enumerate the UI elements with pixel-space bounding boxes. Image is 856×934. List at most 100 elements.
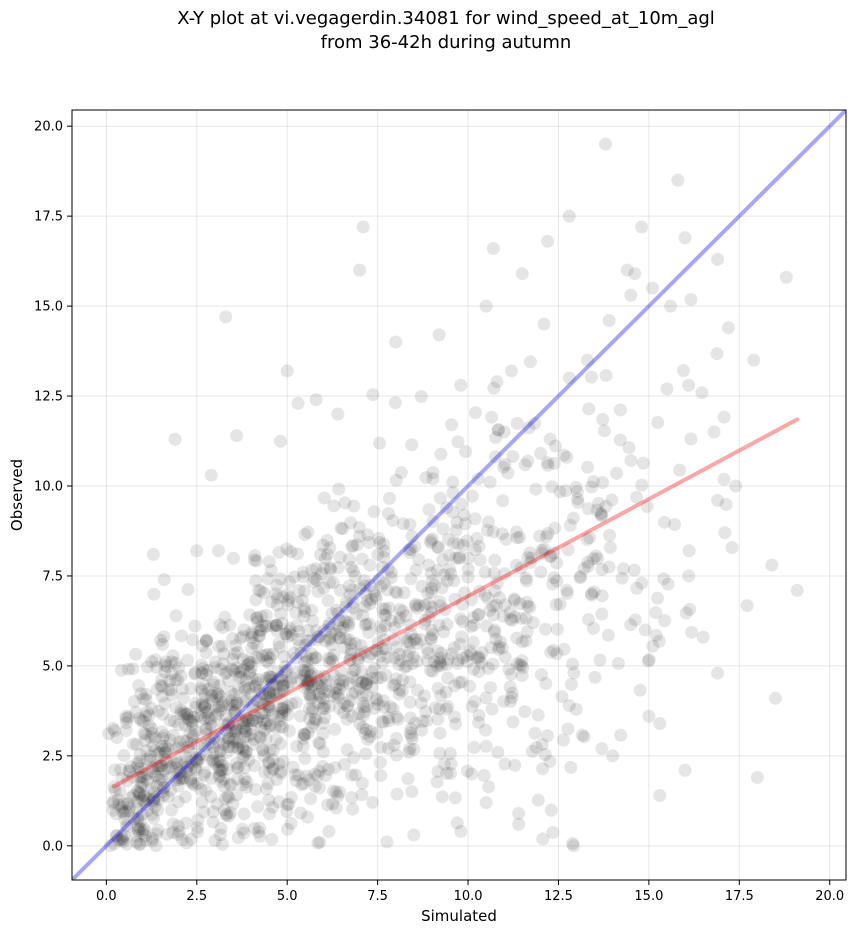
scatter-point	[366, 795, 380, 809]
scatter-point	[206, 805, 220, 819]
x-tick-label: 10.0	[454, 889, 483, 904]
scatter-point	[493, 591, 507, 605]
scatter-point	[174, 703, 188, 717]
scatter-point	[249, 554, 263, 568]
scatter-point	[207, 746, 221, 760]
scatter-point	[401, 772, 415, 786]
scatter-point	[525, 551, 539, 565]
scatter-point	[379, 609, 393, 623]
scatter-point	[163, 713, 177, 727]
scatter-point	[384, 571, 398, 585]
scatter-point	[283, 591, 297, 605]
scatter-point	[433, 746, 447, 760]
scatter-point	[178, 756, 192, 770]
scatter-point	[265, 595, 279, 609]
scatter-point	[214, 662, 228, 676]
scatter-point	[483, 603, 497, 617]
scatter-point	[404, 627, 418, 641]
scatter-point	[282, 624, 296, 638]
scatter-point	[236, 652, 250, 666]
scatter-point	[498, 650, 512, 664]
scatter-point	[651, 416, 665, 430]
scatter-point	[301, 525, 315, 539]
scatter-point	[145, 726, 159, 740]
scatter-point	[363, 730, 377, 744]
scatter-point	[587, 621, 600, 635]
scatter-point	[231, 646, 245, 659]
scatter-point	[115, 831, 129, 845]
scatter-point	[507, 592, 521, 606]
scatter-point	[280, 542, 294, 556]
scatter-point	[187, 728, 201, 742]
scatter-point	[221, 790, 235, 804]
scatter-point	[316, 692, 330, 706]
scatter-point	[581, 460, 595, 474]
scatter-point	[303, 688, 317, 702]
scatter-point	[407, 742, 421, 756]
scatter-point	[189, 696, 203, 710]
scatter-point	[381, 741, 395, 755]
scatter-point	[251, 676, 265, 690]
scatter-point	[315, 681, 329, 695]
scatter-point	[230, 736, 244, 750]
scatter-point	[541, 526, 555, 540]
scatter-point	[136, 823, 150, 837]
scatter-point	[546, 577, 560, 591]
scatter-point	[311, 584, 325, 598]
scatter-point	[274, 572, 288, 586]
scatter-point	[455, 675, 469, 689]
scatter-point	[122, 764, 136, 778]
scatter-point	[261, 647, 275, 661]
scatter-point	[374, 769, 388, 783]
scatter-point	[393, 611, 407, 625]
scatter-point	[304, 792, 318, 806]
scatter-point	[205, 719, 219, 733]
scatter-point	[557, 448, 571, 462]
scatter-point	[424, 566, 438, 580]
scatter-point	[298, 728, 312, 742]
scatter-point	[253, 731, 267, 745]
scatter-point	[250, 714, 264, 728]
scatter-point	[282, 797, 296, 811]
scatter-point	[161, 770, 175, 784]
scatter-point	[124, 791, 138, 805]
scatter-point	[389, 473, 403, 487]
scatter-point	[284, 790, 298, 804]
scatter-point	[523, 546, 537, 560]
scatter-point	[374, 579, 388, 593]
scatter-point	[119, 712, 133, 726]
scatter-point	[237, 623, 251, 637]
scatter-point	[333, 785, 347, 799]
scatter-point	[472, 715, 486, 729]
scatter-point	[284, 545, 298, 559]
scatter-point	[120, 716, 134, 730]
scatter-point	[472, 584, 486, 598]
scatter-point	[234, 631, 248, 645]
scatter-point	[597, 424, 611, 438]
scatter-point	[181, 583, 195, 596]
scatter-point	[134, 687, 148, 701]
scatter-point	[327, 499, 341, 513]
y-tick-label: 5.0	[42, 659, 63, 674]
scatter-point	[191, 776, 205, 790]
scatter-point	[329, 627, 343, 641]
scatter-point	[157, 781, 171, 795]
scatter-point	[468, 695, 482, 708]
scatter-point	[145, 834, 159, 848]
scatter-point	[407, 828, 421, 842]
scatter-point	[441, 652, 455, 666]
scatter-point	[444, 757, 458, 771]
scatter-point	[308, 712, 322, 726]
scatter-point	[267, 685, 281, 699]
scatter-point	[216, 758, 230, 772]
scatter-point	[228, 698, 242, 712]
scatter-point	[137, 770, 151, 784]
scatter-point	[201, 682, 215, 696]
scatter-point	[364, 592, 378, 606]
scatter-point	[172, 766, 186, 780]
scatter-point	[465, 700, 479, 714]
scatter-point	[263, 700, 277, 714]
scatter-point	[496, 494, 510, 508]
scatter-point	[427, 655, 441, 669]
